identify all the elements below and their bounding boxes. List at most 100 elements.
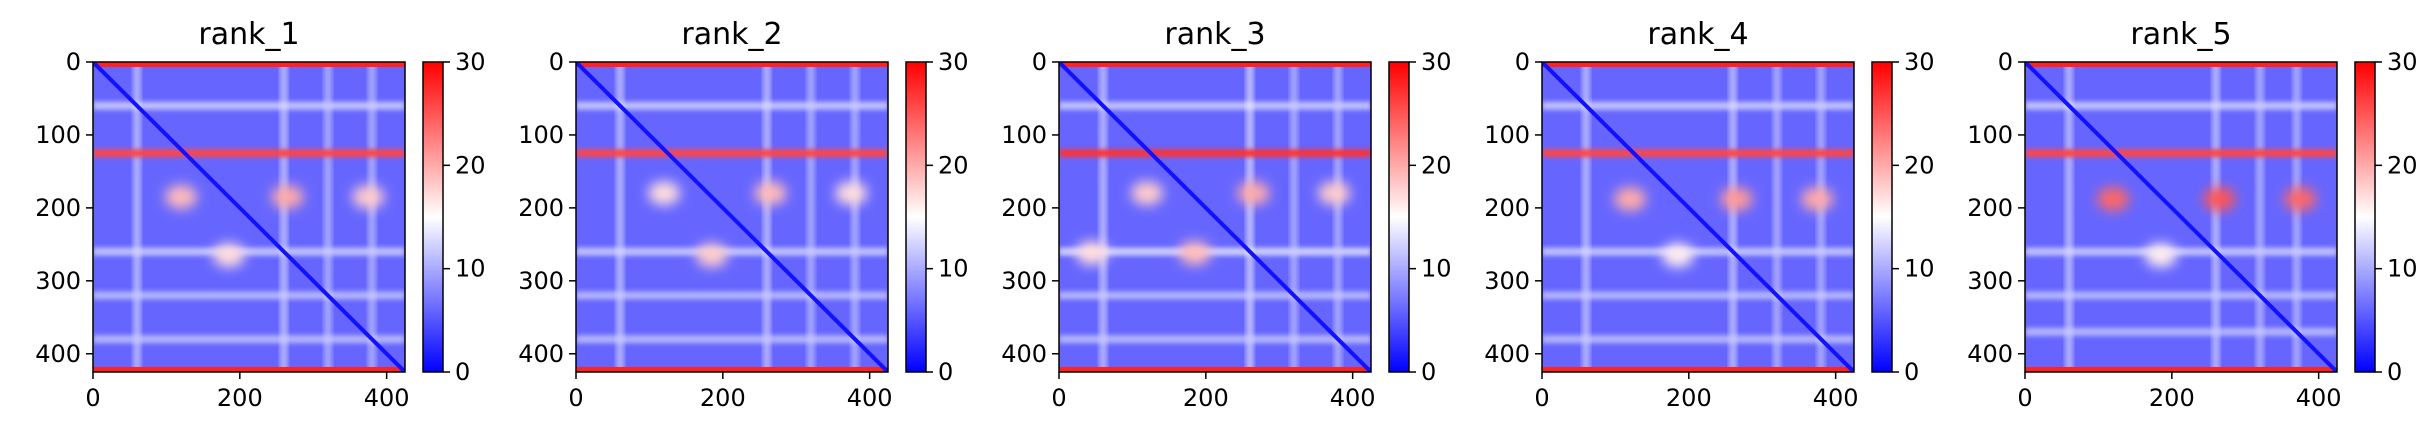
heatmap-hotspot (1076, 241, 1109, 266)
colorbar-tick-label: 20 (938, 151, 969, 179)
y-tick-label: 300 (35, 267, 81, 295)
light-row-band (1059, 291, 1371, 300)
x-tick-label: 400 (2296, 384, 2342, 412)
heatmap-hotspot (352, 184, 385, 209)
colorbar-tick-label: 0 (455, 358, 470, 386)
y-tick-label: 100 (1967, 121, 2013, 149)
heatmap-hotspot (1801, 187, 1834, 212)
x-tick-label: 200 (1183, 384, 1229, 412)
light-col-band (1333, 62, 1342, 372)
light-row-band (93, 247, 405, 256)
colorbar-tick-label: 30 (455, 48, 486, 76)
heatmap-hotspot (754, 181, 787, 206)
light-col-band (2292, 62, 2301, 372)
light-col-band (1245, 62, 1254, 372)
heatmap-hotspot (1237, 181, 1270, 206)
plot-frame (92, 61, 406, 373)
x-tick-label: 400 (1330, 384, 1376, 412)
heatmap-1 (93, 62, 405, 372)
light-row-band (1059, 247, 1371, 256)
light-row-band (2025, 247, 2337, 256)
y-tick-label: 0 (549, 48, 564, 76)
edge-row-bottom (93, 367, 405, 372)
light-row-band (93, 291, 405, 300)
light-col-band (762, 62, 771, 372)
y-tick-label: 0 (1032, 48, 1047, 76)
hot-row-band (93, 149, 405, 157)
colorbar-tick-label: 0 (1904, 358, 1919, 386)
light-row-band (2025, 327, 2337, 336)
colorbar-tick-label: 10 (1904, 255, 1935, 283)
colorbar (1871, 61, 1893, 373)
heatmap-hotspot (2284, 187, 2317, 212)
light-row-band (576, 247, 888, 256)
heatmap-2 (576, 62, 888, 372)
light-row-band (1059, 335, 1371, 344)
light-col-band (2255, 62, 2264, 372)
y-tick-label: 200 (35, 194, 81, 222)
light-row-band (2025, 291, 2337, 300)
light-col-band (1582, 62, 1591, 372)
light-row-band (576, 291, 888, 300)
y-tick-label: 300 (1484, 267, 1530, 295)
colorbar-tick-label: 30 (938, 48, 969, 76)
colorbar-tick-label: 10 (2387, 255, 2418, 283)
colorbar (1388, 61, 1410, 373)
y-tick-label: 200 (1484, 194, 1530, 222)
plot-frame (1058, 61, 1372, 373)
light-col-band (1816, 62, 1825, 372)
heatmap-hotspot (2144, 243, 2177, 268)
y-tick-label: 0 (66, 48, 81, 76)
y-tick-label: 300 (1967, 267, 2013, 295)
y-tick-label: 100 (1001, 121, 1047, 149)
colorbar (422, 61, 444, 373)
edge-row-top (1542, 62, 1854, 67)
heatmap-hotspot (1131, 181, 1164, 206)
colorbar-tick-label: 20 (1904, 151, 1935, 179)
y-tick-label: 400 (1001, 340, 1047, 368)
y-tick-label: 200 (1967, 194, 2013, 222)
x-tick-label: 400 (847, 384, 893, 412)
y-tick-label: 400 (1484, 340, 1530, 368)
light-col-band (1099, 62, 1108, 372)
x-tick-label: 200 (700, 384, 746, 412)
colorbar-tick-label: 0 (2387, 358, 2402, 386)
light-col-band (806, 62, 815, 372)
heatmap-hotspot (835, 181, 868, 206)
x-tick-label: 400 (364, 384, 410, 412)
colorbar-tick-label: 0 (1421, 358, 1436, 386)
edge-row-top (2025, 62, 2337, 67)
plot-frame (575, 61, 889, 373)
y-tick-label: 0 (1998, 48, 2013, 76)
heatmap-diagonal (2025, 62, 2337, 372)
heatmap-hotspot (1720, 187, 1753, 212)
edge-row-top (576, 62, 888, 67)
heatmap-5 (2025, 62, 2337, 372)
y-tick-label: 400 (518, 340, 564, 368)
light-row-band (1542, 335, 1854, 344)
light-row-band (93, 101, 405, 110)
plot-frame (1541, 61, 1855, 373)
x-tick-label: 200 (1666, 384, 1712, 412)
light-row-band (576, 101, 888, 110)
y-tick-label: 100 (35, 121, 81, 149)
y-tick-label: 200 (1001, 194, 1047, 222)
edge-row-top (93, 62, 405, 67)
colorbar-tick-label: 30 (2387, 48, 2418, 76)
x-tick-label: 200 (2149, 384, 2195, 412)
y-tick-label: 300 (518, 267, 564, 295)
light-col-band (133, 62, 142, 372)
colorbar-tick-label: 0 (938, 358, 953, 386)
heatmap-hotspot (2097, 187, 2130, 212)
panel-title: rank_1 (198, 17, 299, 52)
light-row-band (1542, 291, 1854, 300)
light-col-band (323, 62, 332, 372)
hot-row-band (576, 149, 888, 157)
heatmap-hotspot (1318, 181, 1351, 206)
x-tick-label: 0 (1051, 384, 1066, 412)
x-tick-label: 0 (85, 384, 100, 412)
